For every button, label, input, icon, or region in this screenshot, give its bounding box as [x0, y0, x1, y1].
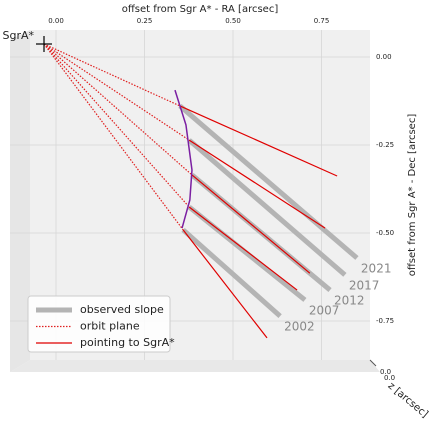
series-line [191, 174, 311, 274]
z-axis-label: z [arcsec] [386, 381, 430, 421]
legend-label: observed slope [80, 303, 164, 316]
y-tick-label: -0.25 [376, 141, 394, 149]
x-tick-label: 0.50 [225, 17, 241, 25]
z-tick-label: 0.0 [380, 368, 391, 376]
left-pane [10, 30, 30, 372]
legend-label: pointing to SgrA* [80, 336, 175, 349]
orbit-curve [174, 89, 193, 229]
tick-mark [369, 359, 377, 367]
x-tick-label: 0.00 [48, 17, 64, 25]
year-label: 2002 [284, 320, 315, 334]
x-tick-label: 0.25 [137, 17, 153, 25]
x-tick-label: 0.75 [314, 17, 330, 25]
y-tick-label: -0.50 [376, 229, 394, 237]
x-axis-label: offset from Sgr A* - RA [arcsec] [122, 4, 279, 15]
series-line [188, 139, 326, 229]
year-label: 2007 [309, 303, 340, 317]
series-line [187, 138, 347, 277]
year-label: 2017 [349, 278, 380, 292]
series-line [43, 43, 190, 141]
legend-label: orbit plane [80, 320, 140, 333]
z-tick-label: 0.0 [384, 374, 395, 382]
year-label: 2012 [334, 294, 365, 308]
series-line [43, 43, 181, 107]
series-line [179, 105, 338, 177]
marker-label: SgrA* [2, 29, 34, 42]
series-line [43, 43, 190, 208]
series-line [43, 43, 184, 231]
y-tick-label: 0.00 [376, 53, 392, 61]
series-line [178, 104, 359, 260]
series-line [188, 206, 298, 291]
series-line [182, 229, 268, 339]
year-label: 2021 [361, 262, 392, 276]
legend: observed slope orbit plane pointing to Sgr… [27, 295, 175, 353]
floor-pane [10, 360, 380, 372]
series-line [181, 227, 282, 318]
y-tick-label: -0.75 [376, 317, 394, 325]
y-axis-label: offset from Sgr A* - Dec [arcsec] [407, 114, 418, 277]
